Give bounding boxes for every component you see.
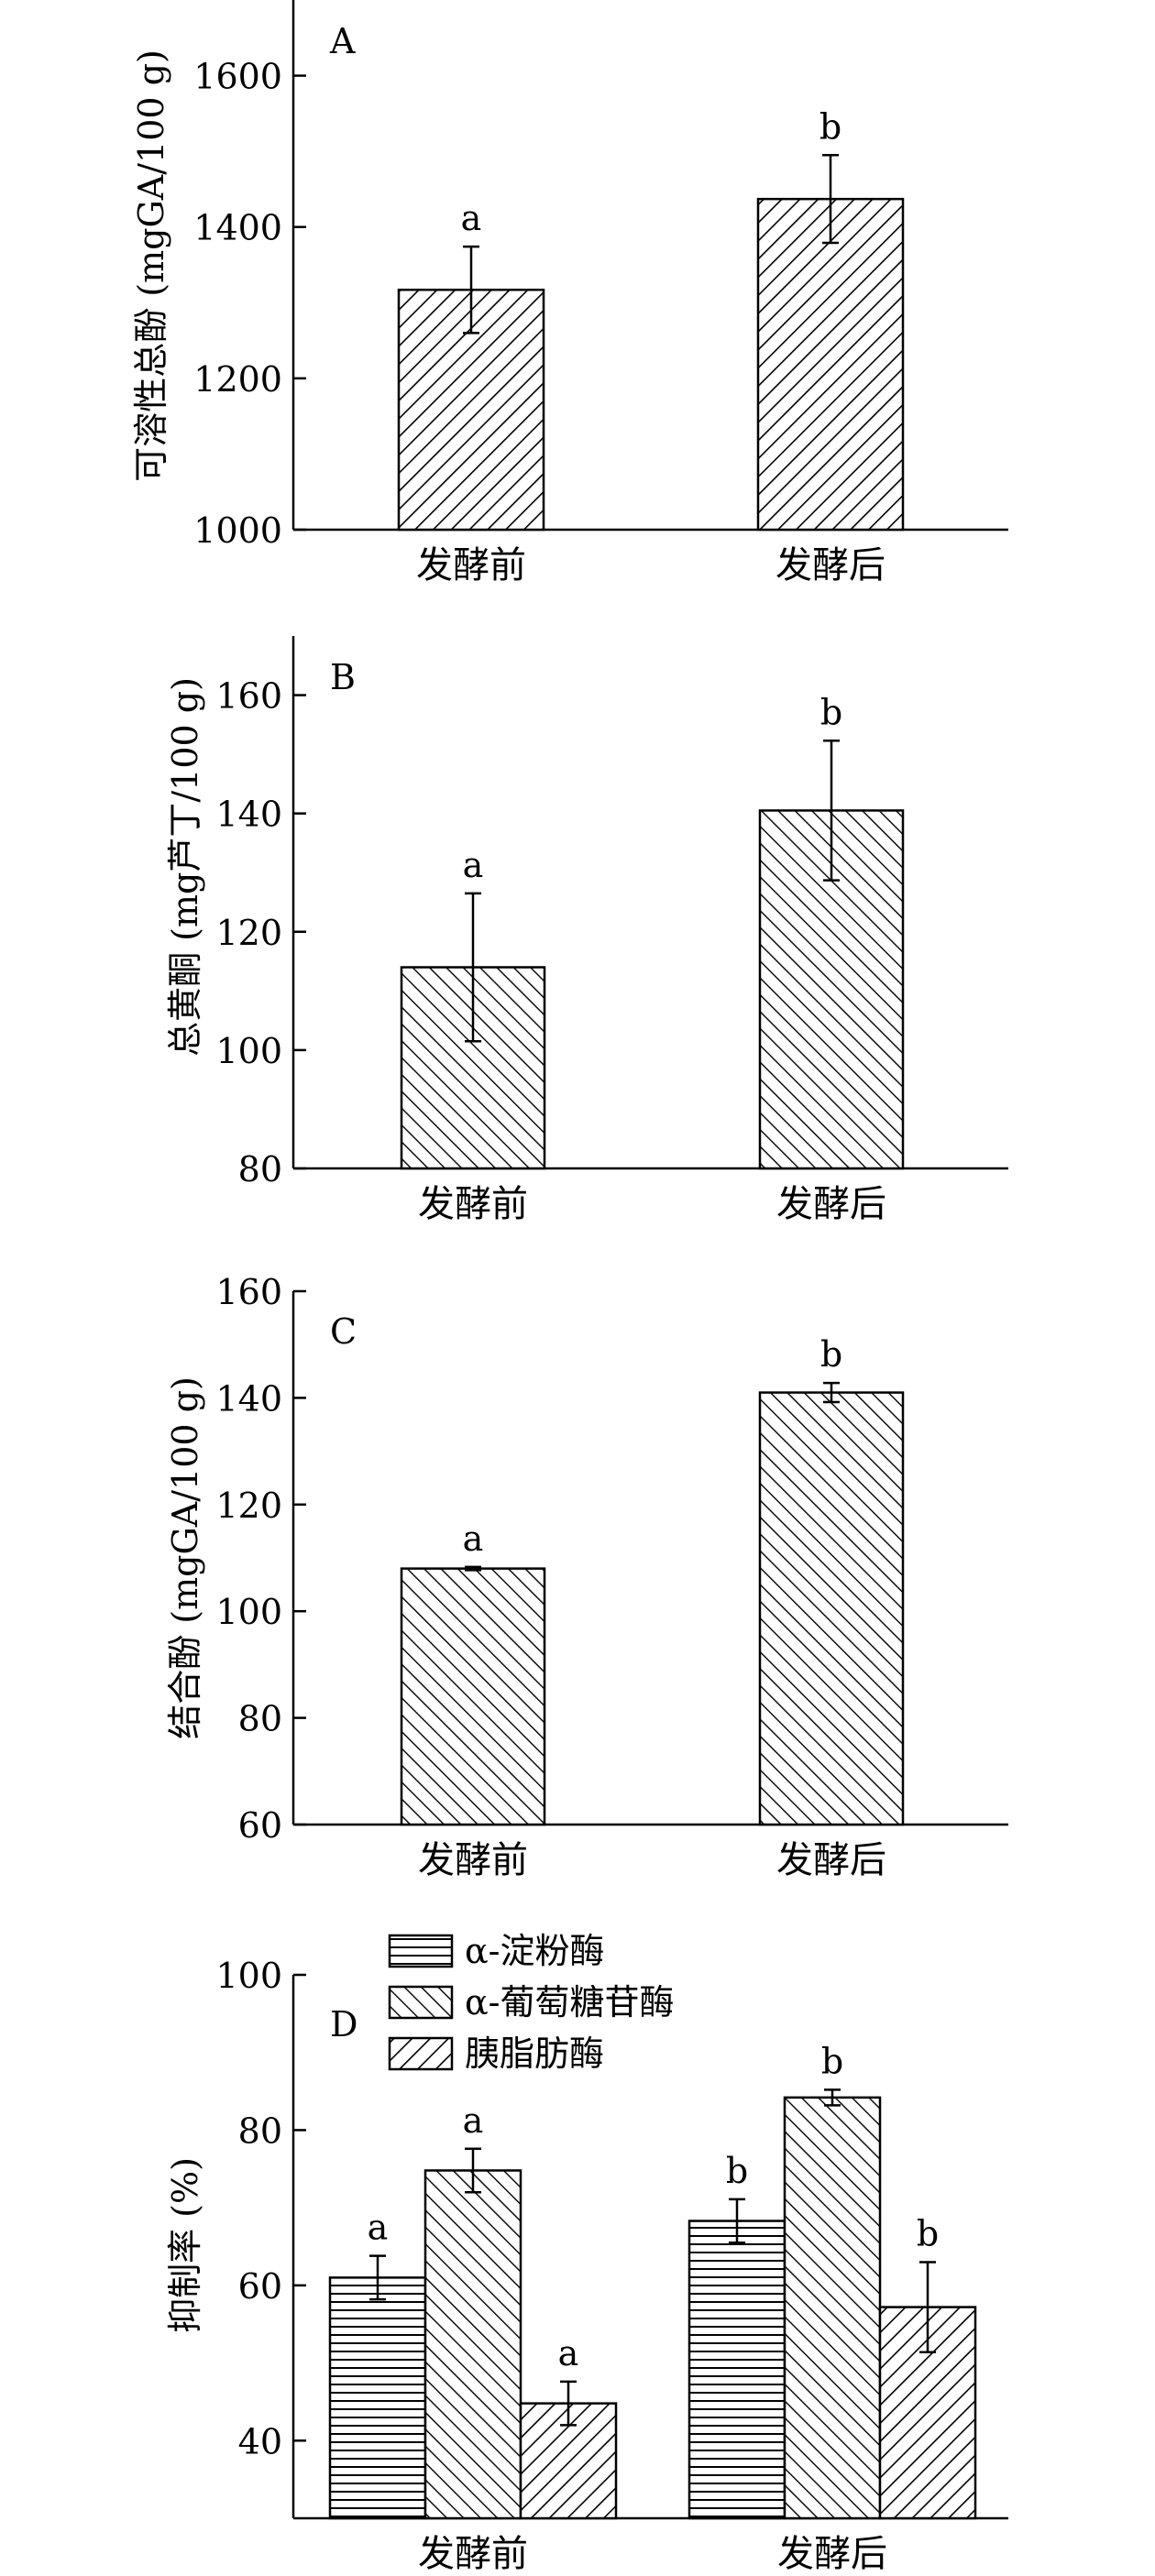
y-tick-label: 160 xyxy=(215,676,282,717)
x-category-label: 发酵前 xyxy=(416,544,526,586)
bar xyxy=(400,1567,546,1826)
significance-letter: b xyxy=(820,692,842,732)
panel-b: 80 100 120 140 160 B 总黄酮 (mg芦丁/100 g) 发酵前 发酵后 a b xyxy=(165,636,1008,1225)
panel-label: B xyxy=(330,657,356,697)
significance-letter: a xyxy=(463,2100,484,2141)
x-category-label: 发酵前 xyxy=(418,1183,528,1225)
significance-letter: b xyxy=(726,2151,748,2191)
bar xyxy=(783,2096,882,2520)
significance-letter: b xyxy=(820,106,842,147)
panel-label: C xyxy=(330,1311,357,1352)
y-tick-label: 1600 xyxy=(193,57,282,97)
significance-letter: b xyxy=(820,1334,842,1375)
y-tick-label: 80 xyxy=(238,1149,282,1189)
panel-label: D xyxy=(330,2004,358,2044)
significance-letter: a xyxy=(463,845,484,885)
bar xyxy=(688,2220,786,2520)
bar xyxy=(756,197,905,532)
significance-letter: a xyxy=(558,2333,579,2373)
significance-letter: b xyxy=(821,2041,843,2081)
y-tick-label: 100 xyxy=(215,1031,282,1071)
y-tick-label: 80 xyxy=(238,1699,282,1739)
y-tick-label: 1000 xyxy=(193,510,282,551)
x-category-label: 发酵后 xyxy=(776,544,886,586)
y-axis-label: 总黄酮 (mg芦丁/100 g) xyxy=(165,677,205,1057)
panel-c: 60 80 100 120 140 160 C 结合酚 (mgGA/100 g) 发酵前 发酵后 a… xyxy=(165,1272,1008,1881)
legend-label: α-葡萄糖苷酶 xyxy=(465,1982,675,2022)
y-tick-label: 60 xyxy=(238,1805,282,1846)
panel-a: 1000 1200 1400 1600 A 可溶性总酚 (mgGA/100 g) 发酵前 发酵… xyxy=(131,0,1008,586)
y-tick-label: 140 xyxy=(215,795,282,835)
bar xyxy=(328,2276,427,2520)
y-axis-label: 抑制率 (%) xyxy=(165,2157,205,2333)
x-category-label: 发酵后 xyxy=(776,1839,886,1881)
y-axis-label: 结合酚 (mgGA/100 g) xyxy=(165,1376,205,1739)
y-axis-label: 可溶性总酚 (mgGA/100 g) xyxy=(131,49,171,482)
bar xyxy=(424,2169,522,2520)
y-tick-label: 100 xyxy=(215,1956,282,1996)
legend-swatch xyxy=(388,1985,454,2020)
legend-swatch xyxy=(388,2036,454,2071)
y-tick-label: 160 xyxy=(215,1272,282,1312)
x-category-label: 发酵后 xyxy=(777,2533,887,2575)
significance-letter: b xyxy=(917,2213,939,2253)
y-tick-label: 40 xyxy=(238,2421,282,2461)
panel-d: 40 60 80 100 D 抑制率 (%) 发酵前 发酵后 a b a b a b α-淀粉酶 α-葡萄糖苷… xyxy=(165,1931,1008,2575)
x-category-label: 发酵前 xyxy=(418,1839,528,1881)
y-tick-label: 120 xyxy=(215,913,282,953)
y-tick-label: 1200 xyxy=(193,359,282,400)
y-tick-label: 1400 xyxy=(193,208,282,248)
y-tick-label: 120 xyxy=(215,1485,282,1526)
y-tick-label: 100 xyxy=(215,1592,282,1632)
x-category-label: 发酵前 xyxy=(418,2533,528,2575)
significance-letter: a xyxy=(461,198,482,238)
significance-letter: a xyxy=(368,2208,389,2248)
bar xyxy=(758,1391,905,1826)
y-tick-label: 80 xyxy=(238,2110,282,2151)
panel-label: A xyxy=(329,21,356,61)
significance-letter: a xyxy=(463,1518,484,1559)
legend-label: 胰脂肪酶 xyxy=(465,2033,604,2074)
legend-swatch xyxy=(388,1934,454,1968)
x-category-label: 发酵后 xyxy=(776,1183,886,1225)
legend-label: α-淀粉酶 xyxy=(465,1931,605,1971)
y-tick-label: 140 xyxy=(215,1378,282,1419)
y-tick-label: 60 xyxy=(238,2266,282,2307)
